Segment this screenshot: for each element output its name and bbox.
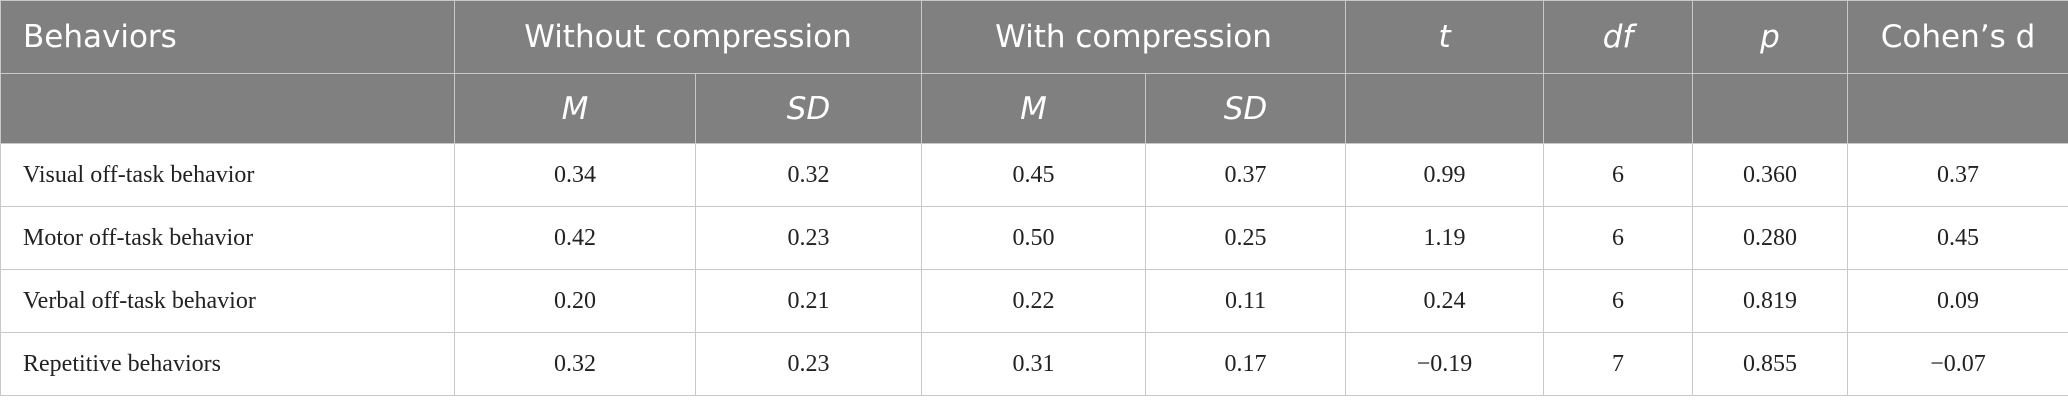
table-cell: 0.50 bbox=[921, 206, 1146, 270]
table-cell: 0.17 bbox=[1144, 332, 1347, 396]
table-cell: 0.21 bbox=[695, 269, 922, 333]
table-cell: 0.42 bbox=[454, 206, 696, 270]
table-cell: 6 bbox=[1543, 143, 1694, 207]
table-row: Verbal off-task behavior 0.20 0.21 0.22 0.11… bbox=[0, 269, 2068, 333]
table-cell: 0.25 bbox=[1144, 206, 1347, 270]
header-row: Behaviors Without compression With compr… bbox=[0, 0, 2068, 74]
table-cell: 0.360 bbox=[1692, 143, 1849, 207]
table-cell: 0.20 bbox=[454, 269, 696, 333]
table-body: Visual off-task behavior 0.34 0.32 0.45 0.37… bbox=[0, 143, 2068, 396]
table-cell: 0.23 bbox=[695, 206, 922, 270]
table-row: Motor off-task behavior 0.42 0.23 0.50 0.25 1… bbox=[0, 206, 2068, 270]
table-cell: 7 bbox=[1543, 332, 1694, 396]
table-cell: 6 bbox=[1543, 206, 1694, 270]
table-cell: 0.23 bbox=[695, 332, 922, 396]
header-cell: With compression bbox=[920, 0, 1347, 74]
row-label: Repetitive behaviors bbox=[0, 332, 455, 396]
subheader-cell bbox=[0, 73, 455, 144]
table-cell: 0.99 bbox=[1345, 143, 1545, 207]
table-cell: 0.09 bbox=[1847, 269, 2068, 333]
header-cell: Without compression bbox=[454, 0, 922, 74]
table-cell: 0.22 bbox=[921, 269, 1146, 333]
subheader-cell: M bbox=[454, 73, 696, 144]
row-label: Visual off-task behavior bbox=[0, 143, 455, 207]
table-cell: 0.45 bbox=[921, 143, 1146, 207]
table-cell: 0.37 bbox=[1847, 143, 2068, 207]
subheader-row: M SD M SD bbox=[0, 73, 2068, 144]
table-cell: 1.19 bbox=[1345, 206, 1545, 270]
subheader-cell bbox=[1847, 73, 2068, 144]
table-cell: 0.24 bbox=[1345, 269, 1545, 333]
row-label: Verbal off-task behavior bbox=[0, 269, 455, 333]
row-label: Motor off-task behavior bbox=[0, 206, 455, 270]
subheader-cell: SD bbox=[1144, 73, 1347, 144]
subheader-cell bbox=[1345, 73, 1545, 144]
table-cell: 0.855 bbox=[1692, 332, 1849, 396]
table-cell: 0.819 bbox=[1692, 269, 1849, 333]
table-cell: 6 bbox=[1543, 269, 1694, 333]
table-cell: −0.07 bbox=[1847, 332, 2068, 396]
header-cell: t bbox=[1345, 0, 1545, 74]
table-row: Repetitive behaviors 0.32 0.23 0.31 0.17 −0.1… bbox=[0, 332, 2068, 396]
header-cell: df bbox=[1543, 0, 1694, 74]
header-cell: Behaviors bbox=[0, 0, 455, 74]
table-cell: −0.19 bbox=[1345, 332, 1545, 396]
subheader-cell: M bbox=[921, 73, 1146, 144]
subheader-cell: SD bbox=[695, 73, 922, 144]
table-cell: 0.34 bbox=[454, 143, 696, 207]
header-cell: p bbox=[1692, 0, 1849, 74]
table-cell: 0.32 bbox=[695, 143, 922, 207]
table-cell: 0.45 bbox=[1847, 206, 2068, 270]
table-cell: 0.31 bbox=[921, 332, 1146, 396]
subheader-cell bbox=[1543, 73, 1694, 144]
subheader-cell bbox=[1692, 73, 1849, 144]
table-cell: 0.11 bbox=[1144, 269, 1347, 333]
table-cell: 0.37 bbox=[1144, 143, 1347, 207]
table-row: Visual off-task behavior 0.34 0.32 0.45 0.37… bbox=[0, 143, 2068, 207]
table-cell: 0.280 bbox=[1692, 206, 1849, 270]
table-cell: 0.32 bbox=[454, 332, 696, 396]
header-cell: Cohen’s d bbox=[1847, 0, 2068, 74]
